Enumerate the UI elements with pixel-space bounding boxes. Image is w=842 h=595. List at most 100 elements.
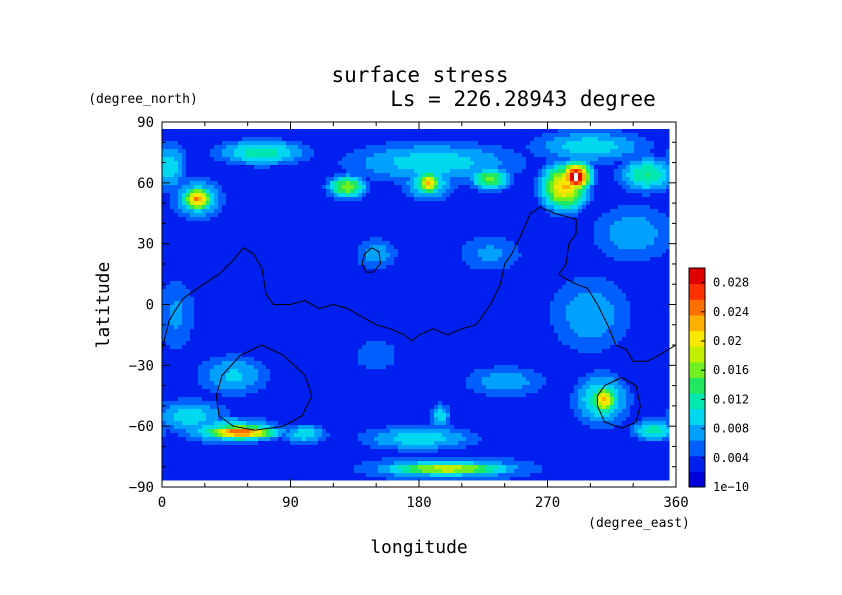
heatmap-cell [446,181,451,186]
heatmap-cell [402,245,407,250]
heatmap-cell [190,205,195,210]
heatmap-cell [454,169,459,174]
heatmap-cell [610,261,615,266]
heatmap-cell [526,177,531,182]
heatmap-cell [554,161,559,166]
heatmap-cell [446,253,451,258]
heatmap-cell [474,197,479,202]
heatmap-cell [290,141,295,146]
heatmap-cell [630,225,635,230]
heatmap-cell [190,269,195,274]
heatmap-cell [586,133,591,138]
heatmap-cell [522,257,527,262]
heatmap-cell [198,261,203,266]
heatmap-cell [526,229,531,234]
heatmap-cell [378,137,383,142]
heatmap-cell [502,169,507,174]
heatmap-cell [322,209,327,214]
heatmap-cell [414,145,419,150]
heatmap-cell [326,149,331,154]
heatmap-cell [374,265,379,270]
heatmap-cell [322,169,327,174]
heatmap-cell [514,277,519,282]
heatmap-cell [510,277,515,282]
heatmap-cell [614,205,619,210]
heatmap-cell [230,233,235,238]
heatmap-cell [322,285,327,290]
heatmap-cell [250,189,255,194]
heatmap-cell [174,153,179,158]
heatmap-cell [354,221,359,226]
heatmap-cell [562,269,567,274]
heatmap-cell [646,233,651,238]
heatmap-cell [450,273,455,278]
heatmap-cell [618,241,623,246]
heatmap-cell [230,157,235,162]
heatmap-cell [186,229,191,234]
heatmap-cell [518,221,523,226]
heatmap-cell [470,249,475,254]
heatmap-cell [478,157,483,162]
heatmap-cell [418,205,423,210]
heatmap-cell [450,161,455,166]
heatmap-cell [434,269,439,274]
heatmap-cell [362,129,367,134]
heatmap-cell [526,241,531,246]
heatmap-cell [490,257,495,262]
heatmap-cell [326,181,331,186]
heatmap-cell [374,137,379,142]
heatmap-cell [270,149,275,154]
heatmap-cell [646,201,651,206]
heatmap-cell [334,229,339,234]
heatmap-cell [518,209,523,214]
heatmap-cell [170,257,175,262]
heatmap-cell [190,241,195,246]
heatmap-cell [174,197,179,202]
heatmap-cell [530,149,535,154]
heatmap-cell [466,177,471,182]
heatmap-cell [342,241,347,246]
heatmap-cell [278,173,283,178]
heatmap-cell [418,241,423,246]
heatmap-cell [178,233,183,238]
heatmap-cell [422,173,427,178]
heatmap-cell [234,129,239,134]
heatmap-cell [474,173,479,178]
heatmap-cell [322,221,327,226]
heatmap-cell [606,157,611,162]
heatmap-cell [438,257,443,262]
heatmap-cell [250,241,255,246]
heatmap-cell [386,149,391,154]
heatmap-cell [402,205,407,210]
heatmap-cell [294,161,299,166]
heatmap-cell [634,185,639,190]
heatmap-cell [370,129,375,134]
heatmap-cell [358,145,363,150]
heatmap-cell [210,205,215,210]
heatmap-cell [358,249,363,254]
heatmap-cell [422,213,427,218]
heatmap-cell [454,189,459,194]
heatmap-cell [586,201,591,206]
heatmap-cell [538,253,543,258]
heatmap-cell [646,249,651,254]
heatmap-cell [666,145,670,150]
heatmap-cell [222,189,227,194]
heatmap-cell [162,245,167,250]
heatmap-cell [342,133,347,138]
heatmap-cell [618,209,623,214]
heatmap-cell [554,205,559,210]
heatmap-cell [366,205,371,210]
heatmap-cell [170,205,175,210]
heatmap-cell [530,225,535,230]
heatmap-cell [642,181,647,186]
heatmap-cell [514,205,519,210]
heatmap-cell [458,213,463,218]
heatmap-cell [430,265,435,270]
heatmap-cell [206,249,211,254]
heatmap-cell [386,217,391,222]
heatmap-cell [458,245,463,250]
heatmap-cell [302,177,307,182]
heatmap-cell [438,173,443,178]
heatmap-cell [334,221,339,226]
